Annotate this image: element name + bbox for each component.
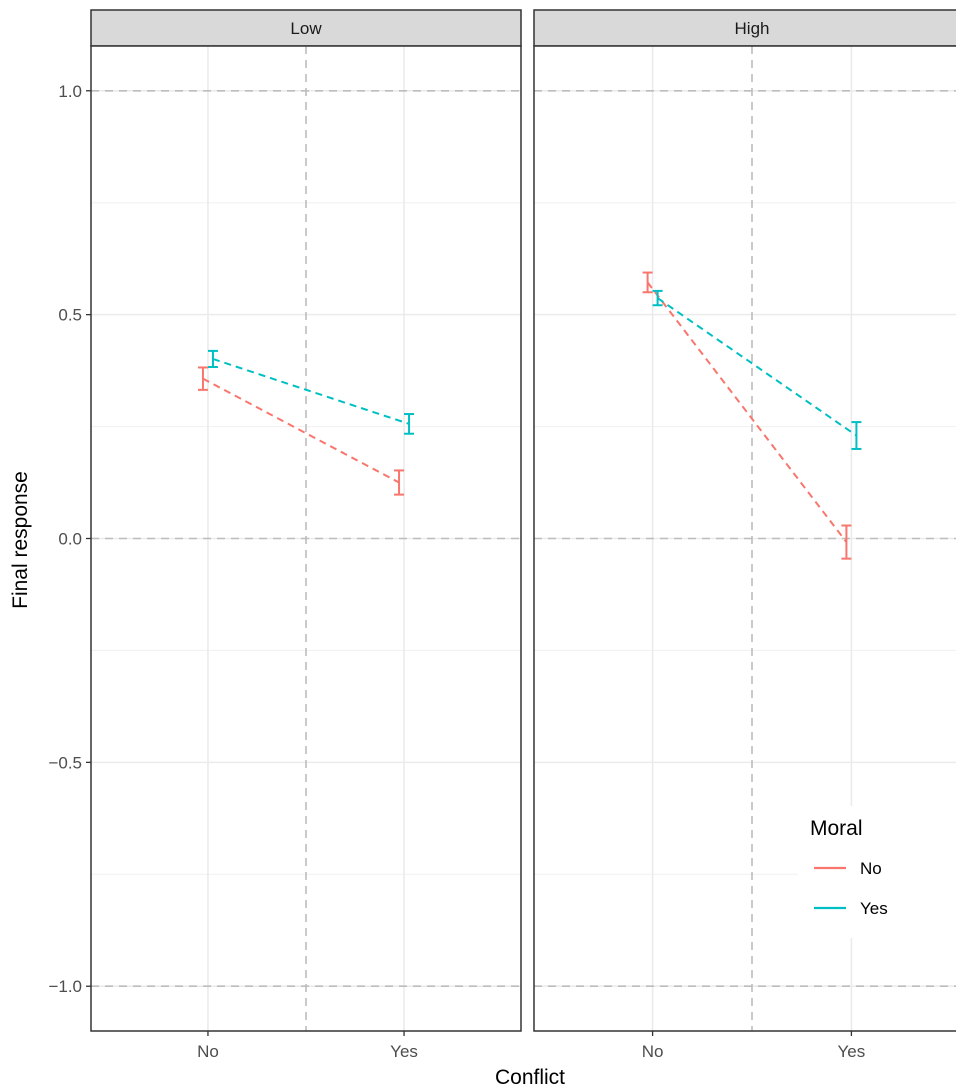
y-axis-title: Final response [9, 471, 32, 609]
error-bar-no [841, 524, 852, 560]
error-bar-no [394, 469, 405, 496]
error-bar-yes [652, 289, 663, 307]
error-bar-no [642, 271, 653, 294]
legend-label: Yes [860, 899, 888, 918]
legend-entry-yes: Yes [814, 899, 888, 918]
x-axis-title: Conflict [495, 1066, 565, 1089]
series-line-yes [212, 358, 410, 425]
facet-strip [533, 9, 956, 47]
series-line-yes [657, 297, 857, 437]
legend: Moral No Yes [798, 806, 956, 938]
y-axis: −1.0 −0.5 0.0 0.5 1.0 [48, 82, 91, 996]
panel-low: Low No Yes [90, 9, 522, 1061]
series-line-no [202, 377, 400, 484]
x-tick-label: Yes [390, 1042, 418, 1061]
y-tick-label: 0.0 [58, 530, 82, 549]
facet-strip [90, 9, 522, 47]
legend-entries: No Yes [814, 859, 888, 918]
facet-strip-label: High [735, 19, 770, 38]
error-bar-yes [207, 349, 218, 369]
y-tick-label: −1.0 [48, 977, 82, 996]
panels-layer: Low No Yes High No Yes [90, 9, 956, 1061]
facet-strip-label: Low [290, 19, 322, 38]
y-tick-label: −0.5 [48, 753, 82, 772]
y-tick-label: 1.0 [58, 82, 82, 101]
x-tick-label: No [642, 1042, 664, 1061]
x-tick-label: Yes [838, 1042, 866, 1061]
y-tick-label: 0.5 [58, 306, 82, 325]
legend-background [798, 806, 956, 938]
x-tick-label: No [197, 1042, 219, 1061]
legend-title: Moral [810, 817, 863, 840]
series-line-no [646, 281, 848, 543]
error-bar-yes [404, 413, 415, 435]
legend-entry-no: No [814, 859, 882, 878]
error-bar-no [197, 366, 208, 391]
legend-label: No [860, 859, 882, 878]
error-bar-yes [851, 421, 862, 450]
panel-border [533, 45, 956, 1032]
